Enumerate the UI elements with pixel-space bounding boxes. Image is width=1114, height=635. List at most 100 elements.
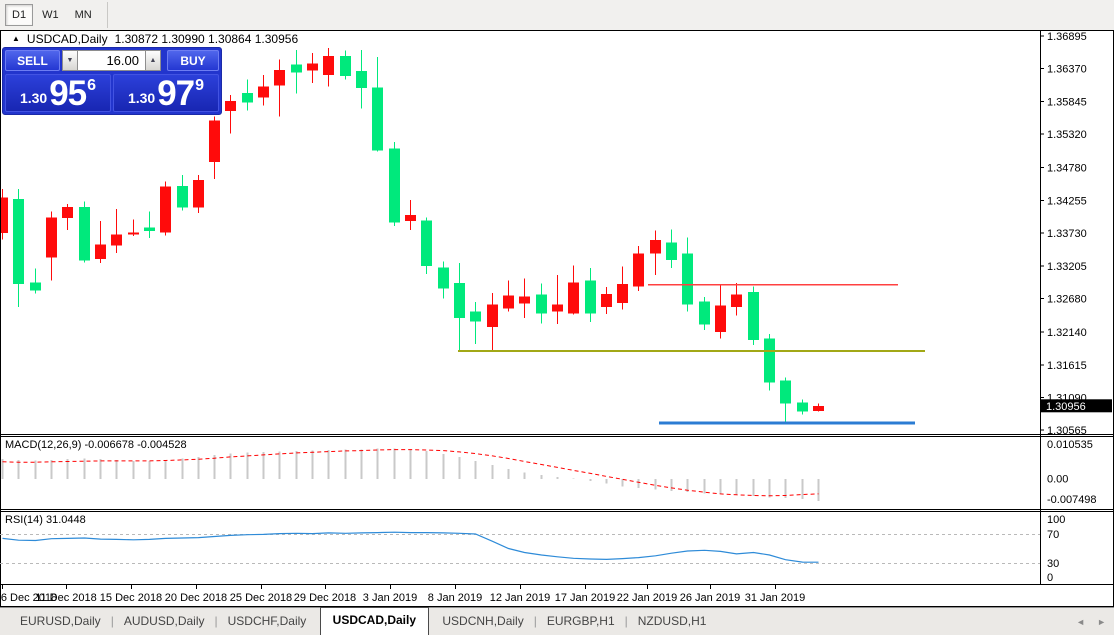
candle: [633, 253, 644, 287]
candle: [682, 253, 693, 305]
candle: [46, 217, 57, 258]
candle: [95, 244, 106, 260]
tab-usdcnh[interactable]: USDCNH,Daily: [442, 614, 524, 628]
candle: [0, 197, 8, 234]
svg-text:1.35320: 1.35320: [1047, 129, 1087, 141]
candle: [454, 282, 465, 318]
svg-text:70: 70: [1047, 529, 1059, 541]
tab-eurgbp[interactable]: EURGBP,H1: [546, 614, 615, 628]
candle: [144, 227, 155, 232]
svg-text:1.31615: 1.31615: [1047, 360, 1087, 372]
volume-input[interactable]: [78, 50, 145, 71]
candle: [242, 93, 253, 103]
macd-label: MACD(12,26,9) -0.006678 -0.004528: [5, 439, 187, 451]
candle: [568, 282, 579, 314]
svg-text:0.00: 0.00: [1047, 474, 1068, 486]
tab-eurusd[interactable]: EURUSD,Daily: [20, 614, 101, 628]
sell-price-display[interactable]: 1.30 95 6: [5, 74, 111, 112]
volume-stepper: ▼ ▲: [62, 50, 161, 71]
tab-audusd[interactable]: AUDUSD,Daily: [123, 614, 205, 628]
chart-window: 1.36895 1.36370 1.35845 1.35320 1.34780 1.342…: [0, 30, 1114, 607]
svg-text:1.34780: 1.34780: [1047, 163, 1087, 175]
sell-price-pip: 6: [87, 77, 97, 94]
sell-price-big: 95: [49, 74, 87, 114]
svg-text:0: 0: [1047, 572, 1053, 584]
candle: [225, 101, 236, 112]
sell-price-prefix: 1.30: [19, 90, 48, 106]
svg-text:1.36895: 1.36895: [1047, 31, 1087, 43]
candle: [177, 185, 188, 208]
tab-usdcad[interactable]: USDCAD,Daily: [319, 607, 430, 635]
tab-nzdusd[interactable]: NZDUSD,H1: [637, 614, 707, 628]
svg-text:31 Jan 2019: 31 Jan 2019: [745, 592, 806, 604]
volume-decrease-button[interactable]: ▼: [62, 50, 78, 71]
one-click-trading-panel: SELL ▼ ▲ BUY 1.30 95 6 1.30 97 9: [2, 47, 222, 115]
svg-text:11 Dec 2018: 11 Dec 2018: [35, 592, 97, 604]
svg-text:0.010535: 0.010535: [1047, 439, 1093, 451]
candle: [585, 280, 596, 314]
candles-layer: [0, 48, 824, 423]
svg-text:1.30565: 1.30565: [1047, 425, 1087, 437]
up-arrow-icon: ▲: [149, 57, 157, 64]
buy-price-big: 97: [157, 74, 195, 114]
tab-separator: |: [533, 614, 537, 628]
volume-increase-button[interactable]: ▲: [145, 50, 161, 71]
pane-separators: [0, 30, 1114, 607]
timeframe-toolbar: D1 W1 MN: [0, 0, 1114, 30]
candle: [780, 380, 791, 404]
candle: [193, 180, 204, 208]
down-arrow-icon: ▼: [66, 57, 74, 64]
candle: [601, 294, 612, 308]
candle: [617, 284, 628, 303]
candle: [160, 186, 171, 233]
timeframe-button-d1[interactable]: D1: [5, 4, 34, 26]
candle: [650, 239, 661, 254]
buy-price-prefix: 1.30: [127, 90, 156, 106]
candle: [356, 71, 367, 88]
tab-scroll-left-icon[interactable]: ◄: [1076, 617, 1086, 627]
svg-text:15 Dec 2018: 15 Dec 2018: [100, 592, 162, 604]
sell-button[interactable]: SELL: [5, 50, 60, 71]
candle: [519, 296, 530, 304]
svg-text:25 Dec 2018: 25 Dec 2018: [230, 592, 292, 604]
timeframe-button-w1[interactable]: W1: [35, 4, 66, 26]
candle: [421, 220, 432, 267]
collapse-panel-icon[interactable]: ▲: [12, 34, 20, 43]
tab-scroll-right-icon[interactable]: ►: [1097, 617, 1106, 627]
candle: [323, 56, 334, 75]
buy-price-display[interactable]: 1.30 97 9: [113, 74, 219, 112]
candle: [307, 63, 318, 71]
rsi-label: RSI(14) 31.0448: [5, 514, 86, 526]
candle: [552, 304, 563, 312]
rsi-line: [2, 531, 819, 563]
svg-text:30: 30: [1047, 558, 1059, 570]
svg-text:1.33205: 1.33205: [1047, 261, 1087, 273]
price-scale[interactable]: 1.36895 1.36370 1.35845 1.35320 1.34780 1.342…: [1040, 31, 1087, 437]
candle: [13, 198, 24, 285]
candle: [128, 232, 139, 235]
tab-separator: |: [110, 614, 114, 628]
candle: [62, 206, 73, 219]
candle: [715, 305, 726, 333]
candle: [30, 282, 41, 291]
svg-text:1.33730: 1.33730: [1047, 228, 1087, 240]
candlestick-chart[interactable]: 1.36895 1.36370 1.35845 1.35320 1.34780 1.342…: [0, 30, 1114, 607]
svg-text:-0.007498: -0.007498: [1047, 494, 1097, 506]
svg-text:6 Dec 2018: 6 Dec 2018: [1, 592, 57, 604]
macd-pane: MACD(12,26,9) -0.006678 -0.004528 0.01053…: [1, 439, 1097, 506]
buy-button[interactable]: BUY: [167, 50, 219, 71]
candle: [748, 292, 759, 341]
candle: [389, 148, 400, 223]
timeframe-button-mn[interactable]: MN: [68, 4, 99, 26]
candle: [209, 120, 220, 163]
rsi-pane: RSI(14) 31.0448 100 70 30 0: [0, 514, 1065, 584]
svg-text:29 Dec 2018: 29 Dec 2018: [294, 592, 356, 604]
tab-separator: |: [214, 614, 218, 628]
candle: [291, 64, 302, 73]
svg-text:1.34255: 1.34255: [1047, 195, 1087, 207]
candle: [797, 402, 808, 412]
current-price-badge: 1.30956: [1041, 399, 1112, 413]
tab-usdchf[interactable]: USDCHF,Daily: [227, 614, 307, 628]
